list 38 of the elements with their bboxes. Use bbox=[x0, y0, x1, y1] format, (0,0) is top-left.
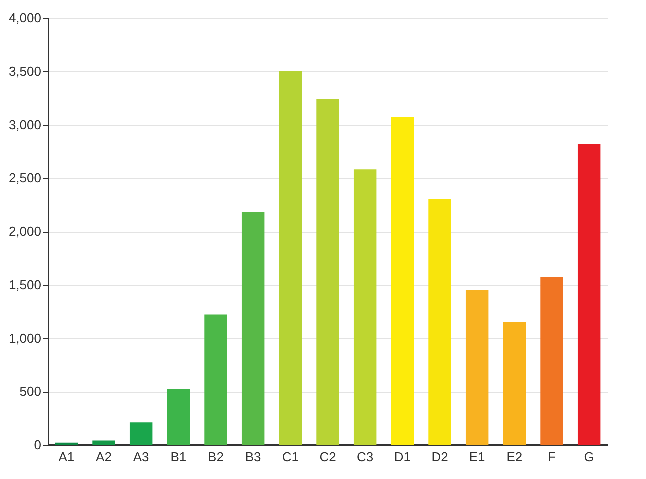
x-tick-label: B1 bbox=[170, 450, 187, 464]
x-tick-label: F bbox=[548, 450, 556, 464]
y-tick-label: 500 bbox=[20, 384, 42, 400]
x-tick-label: G bbox=[584, 450, 594, 464]
y-tick-label: 3,000 bbox=[8, 117, 42, 132]
bar bbox=[167, 389, 190, 445]
bar bbox=[503, 322, 526, 445]
x-tick-label: D1 bbox=[394, 450, 411, 464]
bar bbox=[428, 199, 452, 445]
x-tick-label: C3 bbox=[357, 450, 374, 464]
bar bbox=[578, 144, 601, 445]
x-tick-label: A1 bbox=[58, 450, 75, 464]
x-tick-label: A3 bbox=[133, 450, 150, 464]
bar bbox=[354, 170, 377, 445]
bar bbox=[130, 422, 153, 445]
bar bbox=[279, 71, 302, 445]
bar bbox=[316, 99, 340, 445]
x-tick-label: B3 bbox=[245, 450, 262, 464]
y-tick-label: 2,500 bbox=[8, 170, 42, 186]
x-tick-label: C2 bbox=[320, 450, 336, 464]
bar bbox=[242, 212, 265, 445]
x-tick-label: D2 bbox=[432, 450, 448, 464]
y-tick-label: 3,500 bbox=[8, 64, 42, 79]
bar bbox=[391, 117, 414, 445]
bar bbox=[204, 314, 228, 445]
bar bbox=[466, 290, 489, 445]
x-tick-label: E1 bbox=[469, 450, 486, 464]
y-tick-label: 1,000 bbox=[8, 330, 42, 346]
y-tick-label: 0 bbox=[34, 438, 42, 452]
bar bbox=[540, 277, 564, 445]
x-tick-label: C1 bbox=[282, 450, 299, 464]
x-tick-label: B2 bbox=[208, 450, 224, 464]
x-tick-label: E2 bbox=[506, 450, 523, 464]
y-tick-label: 4,000 bbox=[8, 10, 42, 26]
y-tick-label: 2,000 bbox=[8, 224, 42, 239]
y-tick-label: 1,500 bbox=[8, 277, 42, 292]
bar bbox=[92, 440, 116, 445]
x-tick-label: A2 bbox=[96, 450, 112, 464]
